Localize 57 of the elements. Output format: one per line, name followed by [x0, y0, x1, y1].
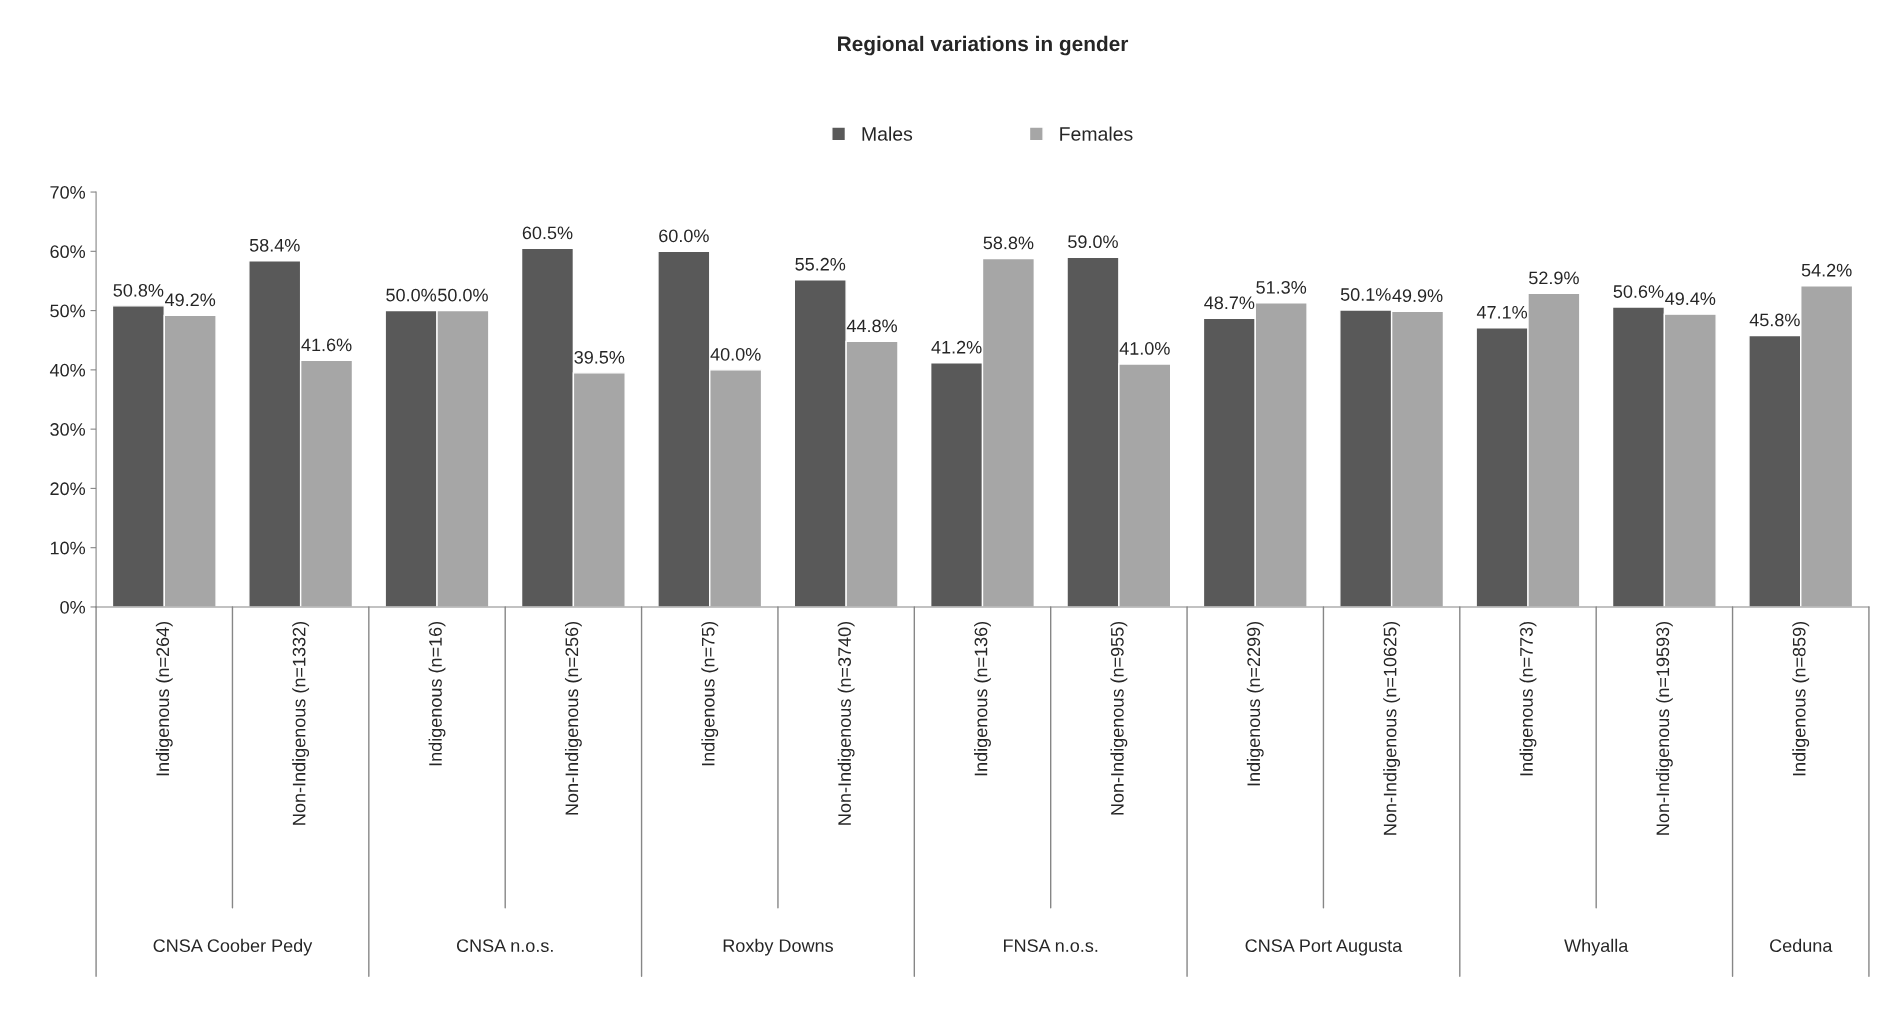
data-label: 50.0%: [386, 288, 437, 302]
data-label: 51.3%: [1256, 280, 1307, 294]
y-tick-label: 50%: [50, 304, 86, 318]
data-label: 47.1%: [1476, 305, 1528, 319]
data-label: 50.1%: [1340, 288, 1391, 301]
data-label: 45.8%: [1749, 313, 1800, 327]
text: CNSA Port Augusta: [1245, 939, 1403, 956]
x-tick-label: Indigenous (n=136): [974, 621, 991, 776]
x-tick-label: Non-Indigenous (n=3740): [837, 621, 855, 825]
x-tick-label: Non-Indigenous (n=19593): [1655, 621, 1673, 835]
data-label: 60.5%: [522, 226, 573, 240]
data-label: 39.5%: [574, 350, 625, 364]
x-tick-label: Non-Indigenous (n=10625): [1383, 621, 1401, 835]
data-label: 50.6%: [1613, 285, 1664, 298]
y-tick-label: 10%: [50, 541, 86, 555]
data-label: 52.9%: [1529, 271, 1579, 285]
x-tick-label: Indigenous (n=773): [1519, 621, 1537, 776]
x-tick-label: Non-Indigenous (n=256): [564, 621, 582, 815]
chart-title: Regional variations in gender: [838, 35, 1129, 56]
text: Roxby Downs: [723, 938, 833, 956]
x-tick-label: Indigenous (n=264): [155, 621, 173, 776]
legend-label: Males: [862, 126, 913, 141]
data-label: 40.0%: [710, 347, 761, 361]
y-tick-label: 20%: [50, 482, 86, 496]
y-tick-label: 0%: [60, 600, 86, 614]
x-tick-label: Indigenous (n=859): [1792, 621, 1810, 776]
data-label: 50.0%: [438, 288, 488, 302]
text: CNSA Coober Pedy: [153, 938, 313, 956]
data-label: 54.2%: [1801, 263, 1852, 277]
data-label: 49.4%: [1665, 292, 1716, 306]
data-label: 41.0%: [1119, 342, 1170, 355]
y-tick-label: 70%: [50, 185, 86, 199]
data-label: 48.7%: [1204, 296, 1255, 310]
data-label: 60.0%: [659, 229, 709, 243]
y-tick-label: 40%: [49, 363, 86, 377]
data-label: 50.8%: [113, 283, 164, 297]
legend-label: Females: [1060, 126, 1133, 141]
data-label: 41.6%: [301, 338, 352, 352]
data-label: 44.8%: [846, 319, 897, 333]
data-label: 49.2%: [165, 293, 216, 307]
text: Ceduna: [1770, 938, 1833, 953]
data-label: 49.9%: [1392, 289, 1443, 303]
text: Whyalla: [1564, 938, 1629, 956]
data-label: 58.8%: [983, 236, 1034, 250]
data-label: 59.0%: [1068, 235, 1118, 249]
x-tick-label: Indigenous (n=75): [701, 621, 719, 766]
data-label: 41.2%: [931, 340, 982, 354]
data-label: 55.2%: [795, 257, 846, 271]
text: CNSA n.o.s.: [456, 939, 553, 953]
x-tick-label: Non-Indigenous (n=1332): [292, 621, 310, 825]
x-tick-label: Indigenous (n=16): [428, 621, 446, 766]
x-tick-label: Indigenous (n=2299): [1246, 621, 1264, 786]
y-tick-label: 30%: [50, 423, 86, 436]
x-tick-label: Non-Indigenous (n=955): [1110, 621, 1128, 815]
y-tick-label: 60%: [50, 245, 86, 259]
data-label: 58.4%: [249, 238, 300, 252]
text: FNSA n.o.s.: [1004, 939, 1098, 953]
